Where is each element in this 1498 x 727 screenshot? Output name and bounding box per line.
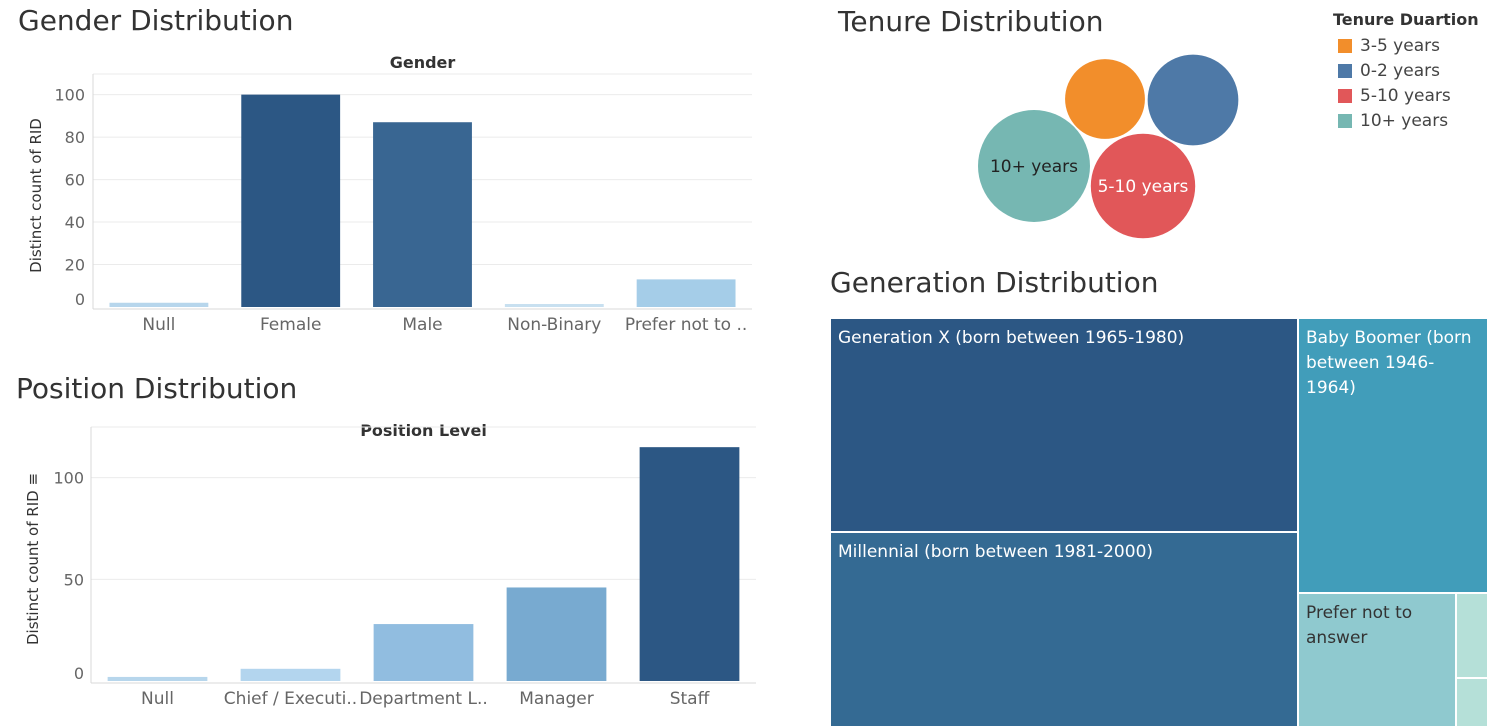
x-category-label: Staff	[670, 689, 711, 709]
chart-header-label: Position Level	[360, 421, 487, 440]
chart-header-label: Gender	[390, 53, 456, 72]
treemap-cell-millennial[interactable]: Millennial (born between 1981-2000)	[830, 532, 1298, 727]
y-tick-label: 20	[65, 256, 85, 275]
legend-swatch	[1338, 113, 1352, 128]
tenure-legend-title: Tenure Duartion	[1333, 10, 1479, 29]
x-category-label: Department L..	[359, 689, 488, 709]
bar-null	[107, 676, 208, 681]
treemap-cell-generation-x[interactable]: Generation X (born between 1965-1980)	[830, 318, 1298, 532]
bar-male	[373, 122, 472, 307]
position-distribution-title: Position Distribution	[16, 372, 298, 405]
treemap-cell-small-lower[interactable]	[1456, 678, 1488, 727]
bar-non-binary	[504, 304, 604, 307]
tenure-bubble-chart: 5-10 years 10+ years	[978, 54, 1239, 239]
treemap-label: Prefer not to answer	[1306, 603, 1413, 648]
bubble-0-2-years	[1147, 54, 1239, 146]
position-bar-chart: Position Level 0 50 100 Distinct count of RI…	[24, 421, 756, 709]
y-tick-label: 0	[75, 290, 85, 309]
bar-prefer-not-to	[636, 279, 736, 307]
y-tick-label: 100	[53, 469, 84, 488]
gender-bar-chart: Gender 0 20 40 60 80 100 Distinct count of RID N…	[27, 53, 752, 335]
bubble-3-5-years	[1065, 59, 1145, 139]
y-tick-label: 0	[74, 664, 84, 683]
bar-manager	[506, 587, 607, 681]
bar-female	[241, 94, 341, 307]
legend-swatch	[1338, 63, 1352, 78]
y-tick-label: 40	[65, 213, 85, 232]
generation-distribution-title: Generation Distribution	[830, 266, 1159, 299]
bubble-10-years	[978, 110, 1090, 222]
treemap-label: Millennial (born between 1981-2000)	[838, 542, 1154, 562]
x-category-label: Manager	[519, 689, 594, 709]
legend-item-0-2-years[interactable]: 0-2 years	[1333, 58, 1479, 83]
legend-item-3-5-years[interactable]: 3-5 years	[1333, 33, 1479, 58]
y-tick-label: 50	[64, 570, 84, 589]
legend-label: 10+ years	[1360, 110, 1449, 131]
legend-item-5-10-years[interactable]: 5-10 years	[1333, 83, 1479, 108]
treemap-cell-baby-boomer[interactable]: Baby Boomer (born between 1946-1964)	[1298, 318, 1488, 593]
y-tick-label: 100	[54, 86, 85, 105]
legend-label: 5-10 years	[1360, 85, 1451, 106]
treemap-cell-prefer-not-to-answer[interactable]: Prefer not to answer	[1298, 593, 1456, 727]
x-category-label: Null	[141, 689, 174, 709]
legend-label: 0-2 years	[1360, 60, 1440, 81]
generation-treemap: Generation X (born between 1965-1980) Mi…	[830, 318, 1488, 727]
bar-null	[109, 302, 209, 307]
x-category-label: Male	[402, 315, 442, 335]
x-category-label: Prefer not to ..	[625, 315, 747, 335]
gender-distribution-title: Gender Distribution	[18, 4, 294, 37]
x-category-label: Null	[142, 315, 175, 335]
treemap-label: Generation X (born between 1965-1980)	[838, 328, 1185, 348]
y-axis-title: Distinct count of RID	[27, 118, 45, 273]
treemap-label: Baby Boomer (born between 1946-1964)	[1306, 328, 1472, 398]
y-tick-label: 80	[65, 128, 85, 147]
legend-item-10-plus-years[interactable]: 10+ years	[1333, 108, 1479, 133]
legend-label: 3-5 years	[1360, 35, 1440, 56]
legend-swatch	[1338, 88, 1352, 103]
bubble-5-10-years	[1090, 133, 1196, 239]
bubble-label: 5-10 years	[1098, 177, 1189, 197]
y-axis-title: Distinct count of RID ≡	[24, 473, 42, 645]
tenure-distribution-title: Tenure Distribution	[838, 5, 1104, 38]
tenure-legend: Tenure Duartion 3-5 years 0-2 years 5-10…	[1333, 10, 1479, 133]
treemap-cell-small-upper[interactable]	[1456, 593, 1488, 678]
y-tick-label: 60	[65, 171, 85, 190]
bar-department-l	[373, 624, 474, 681]
bubble-label: 10+ years	[990, 157, 1078, 177]
bar-staff	[639, 447, 740, 681]
x-category-label: Chief / Executi..	[224, 689, 357, 709]
bar-chief-executi	[240, 668, 341, 681]
x-category-label: Non-Binary	[507, 315, 601, 335]
x-category-label: Female	[260, 315, 321, 335]
legend-swatch	[1338, 38, 1352, 53]
